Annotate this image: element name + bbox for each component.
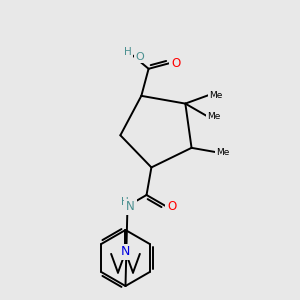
Text: Me: Me: [217, 148, 230, 157]
Text: H: H: [124, 47, 132, 57]
Text: Me: Me: [209, 91, 223, 100]
Text: N: N: [121, 245, 130, 259]
Text: H: H: [121, 197, 128, 207]
Text: Me: Me: [207, 112, 221, 121]
Text: O: O: [136, 52, 145, 62]
Text: N: N: [126, 200, 135, 214]
Text: O: O: [171, 57, 181, 70]
Text: O: O: [167, 200, 176, 214]
